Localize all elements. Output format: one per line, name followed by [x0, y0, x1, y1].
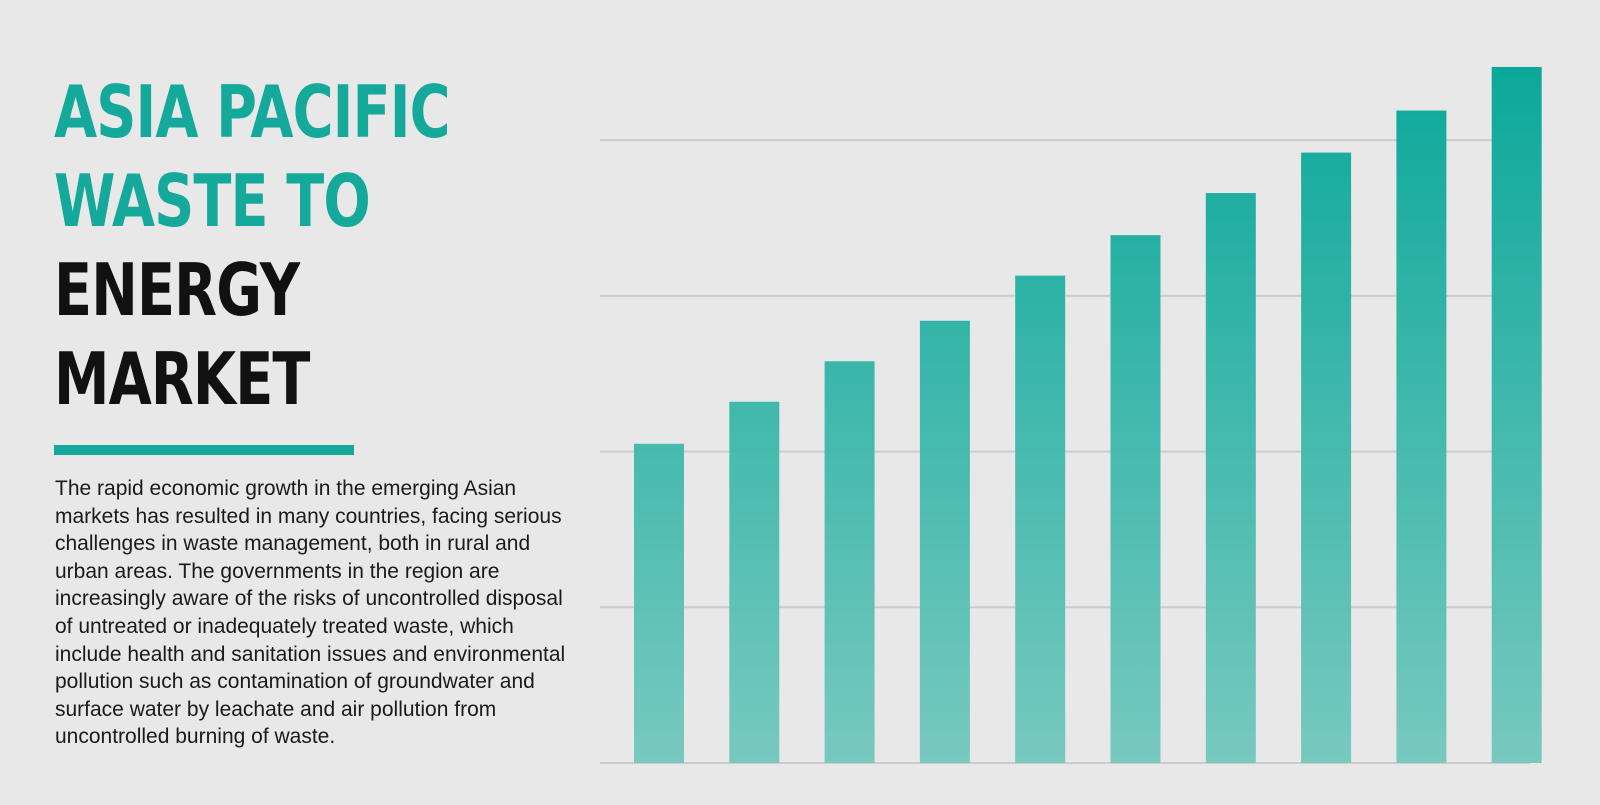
chart-bar — [634, 443, 684, 763]
title-line-2: WASTE TO — [54, 159, 371, 243]
title-line-4: MARKET — [54, 337, 310, 421]
chart-svg — [600, 66, 1542, 764]
chart-bar — [729, 401, 780, 763]
accent-divider — [54, 445, 354, 455]
chart-bar — [919, 320, 970, 763]
chart-bar — [1205, 193, 1256, 764]
title-line-3: ENERGY — [54, 248, 300, 332]
chart-bar — [1491, 66, 1542, 763]
chart-bar — [1301, 152, 1352, 764]
chart-bar — [1015, 275, 1066, 763]
chart-bar — [1110, 235, 1161, 764]
title-line-1: ASIA PACIFIC — [54, 70, 450, 154]
description-text: The rapid economic growth in the emergin… — [55, 477, 566, 749]
bar-chart — [600, 0, 1600, 800]
title-block: ASIA PACIFIC WASTE TO ENERGY MARKET — [54, 68, 534, 424]
chart-bar — [1396, 110, 1447, 764]
chart-bar — [824, 361, 875, 763]
